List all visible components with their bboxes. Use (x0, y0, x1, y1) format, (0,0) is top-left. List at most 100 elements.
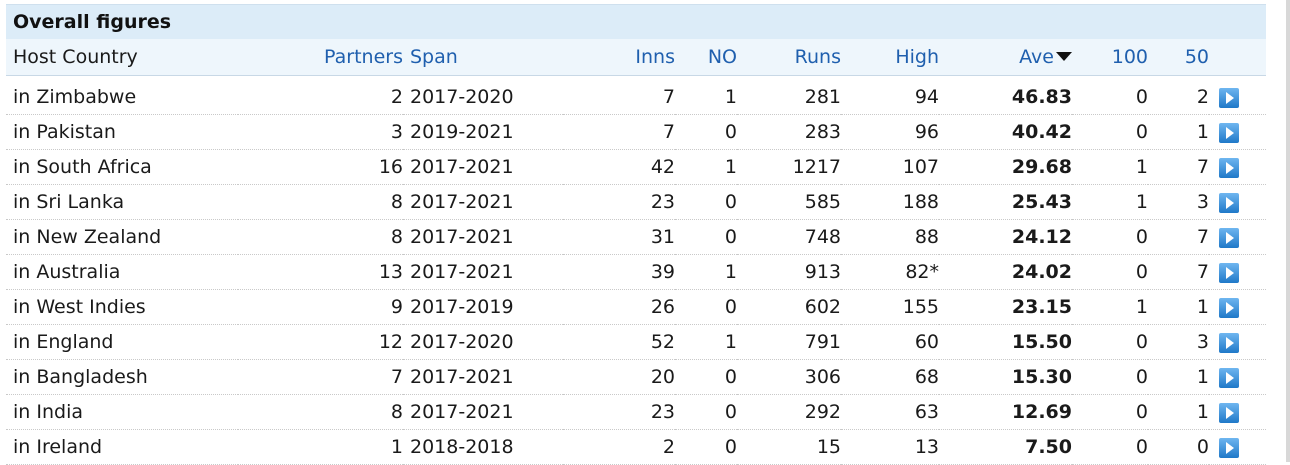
ave-cell: 15.50 (939, 324, 1072, 360)
row-action-cell (1209, 394, 1266, 430)
column-header-host-country: Host Country (6, 39, 238, 76)
runs-cell: 791 (737, 324, 841, 360)
partners-cell: 3 (238, 114, 403, 150)
column-header-partners[interactable]: Partners (238, 39, 403, 76)
ave-cell: 24.12 (939, 219, 1072, 255)
table-row: in England 12 2017-2020 52 1 791 60 15.50 0 3 (6, 324, 1266, 360)
play-arrow-icon[interactable] (1219, 227, 1239, 248)
row-action-cell (1209, 289, 1266, 325)
no-cell: 1 (675, 254, 737, 290)
partners-cell: 13 (238, 254, 403, 290)
no-cell: 0 (675, 359, 737, 395)
hundreds-cell: 0 (1072, 114, 1148, 150)
host-country-cell: in England (6, 324, 238, 360)
span-cell: 2017-2021 (403, 149, 563, 185)
play-arrow-icon[interactable] (1219, 437, 1239, 458)
host-country-cell: in South Africa (6, 149, 238, 185)
partners-cell: 1 (238, 429, 403, 465)
host-country-cell: in Zimbabwe (6, 75, 238, 115)
inns-cell: 39 (563, 254, 675, 290)
inns-cell: 7 (563, 114, 675, 150)
partners-cell: 8 (238, 219, 403, 255)
inns-cell: 2 (563, 429, 675, 465)
hundreds-cell: 0 (1072, 394, 1148, 430)
inns-cell: 23 (563, 184, 675, 220)
play-arrow-icon[interactable] (1219, 87, 1239, 108)
ave-cell: 7.50 (939, 429, 1072, 465)
play-arrow-icon[interactable] (1219, 122, 1239, 143)
inns-cell: 23 (563, 394, 675, 430)
no-cell: 0 (675, 394, 737, 430)
runs-cell: 281 (737, 75, 841, 115)
span-cell: 2017-2019 (403, 289, 563, 325)
high-cell: 188 (841, 184, 939, 220)
high-cell: 107 (841, 149, 939, 185)
runs-cell: 15 (737, 429, 841, 465)
runs-cell: 1217 (737, 149, 841, 185)
host-country-cell: in Bangladesh (6, 359, 238, 395)
high-cell: 94 (841, 75, 939, 115)
ave-cell: 15.30 (939, 359, 1072, 395)
play-arrow-icon[interactable] (1219, 332, 1239, 353)
column-header-inns[interactable]: Inns (563, 39, 675, 76)
span-cell: 2017-2020 (403, 75, 563, 115)
fifties-cell: 7 (1148, 254, 1209, 290)
span-cell: 2018-2018 (403, 429, 563, 465)
row-action-cell (1209, 429, 1266, 465)
overall-figures-panel: Overall figures Host Country Partners Sp… (6, 4, 1266, 465)
ave-cell: 46.83 (939, 75, 1072, 115)
host-country-cell: in Australia (6, 254, 238, 290)
table-row: in Ireland 1 2018-2018 2 0 15 13 7.50 0 0 (6, 429, 1266, 465)
column-header-runs[interactable]: Runs (737, 39, 841, 76)
row-action-cell (1209, 149, 1266, 185)
column-header-50[interactable]: 50 (1148, 39, 1209, 76)
fifties-cell: 7 (1148, 219, 1209, 255)
play-arrow-icon[interactable] (1219, 262, 1239, 283)
inns-cell: 31 (563, 219, 675, 255)
play-arrow-icon[interactable] (1219, 192, 1239, 213)
span-cell: 2017-2021 (403, 394, 563, 430)
column-header-high[interactable]: High (841, 39, 939, 76)
partners-cell: 8 (238, 394, 403, 430)
no-cell: 0 (675, 184, 737, 220)
column-header-100[interactable]: 100 (1072, 39, 1148, 76)
ave-cell: 29.68 (939, 149, 1072, 185)
no-cell: 1 (675, 149, 737, 185)
partners-cell: 2 (238, 75, 403, 115)
table-row: in Bangladesh 7 2017-2021 20 0 306 68 15.30 0 1 (6, 359, 1266, 395)
play-arrow-icon[interactable] (1219, 157, 1239, 178)
play-arrow-icon[interactable] (1219, 297, 1239, 318)
play-arrow-icon[interactable] (1219, 402, 1239, 423)
table-row: in South Africa 16 2017-2021 42 1 1217 107 29.6… (6, 149, 1266, 185)
scrollbar[interactable] (1286, 0, 1290, 462)
hundreds-cell: 0 (1072, 75, 1148, 115)
ave-cell: 25.43 (939, 184, 1072, 220)
column-header-no[interactable]: NO (675, 39, 737, 76)
row-action-cell (1209, 254, 1266, 290)
header-row: Host Country Partners Span Inns NO Runs … (6, 39, 1266, 76)
partners-cell: 16 (238, 149, 403, 185)
column-header-ave[interactable]: Ave (939, 39, 1072, 76)
runs-cell: 585 (737, 184, 841, 220)
hundreds-cell: 1 (1072, 289, 1148, 325)
high-cell: 60 (841, 324, 939, 360)
partners-cell: 7 (238, 359, 403, 395)
ave-cell: 12.69 (939, 394, 1072, 430)
host-country-cell: in Ireland (6, 429, 238, 465)
fifties-cell: 1 (1148, 289, 1209, 325)
no-cell: 1 (675, 75, 737, 115)
table-row: in Pakistan 3 2019-2021 7 0 283 96 40.42 0 1 (6, 114, 1266, 150)
hundreds-cell: 1 (1072, 184, 1148, 220)
high-cell: 155 (841, 289, 939, 325)
partners-cell: 9 (238, 289, 403, 325)
ave-cell: 40.42 (939, 114, 1072, 150)
play-arrow-icon[interactable] (1219, 367, 1239, 388)
column-header-span[interactable]: Span (403, 39, 563, 76)
row-action-cell (1209, 324, 1266, 360)
high-cell: 82* (841, 254, 939, 290)
host-country-cell: in New Zealand (6, 219, 238, 255)
span-cell: 2019-2021 (403, 114, 563, 150)
table-row: in Australia 13 2017-2021 39 1 913 82* 24.02 0 7 (6, 254, 1266, 290)
fifties-cell: 7 (1148, 149, 1209, 185)
no-cell: 1 (675, 324, 737, 360)
